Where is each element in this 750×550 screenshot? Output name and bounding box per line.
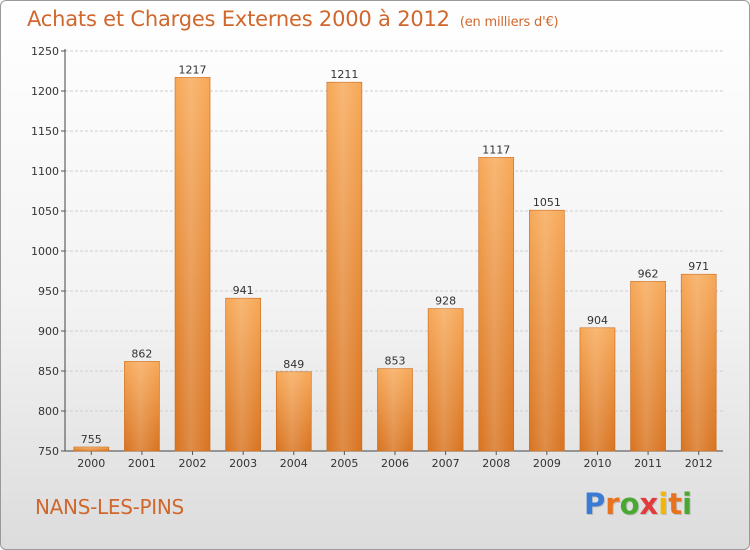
y-tick-label: 750 (38, 445, 59, 458)
data-label: 971 (688, 260, 709, 273)
logo-letter: t (668, 487, 683, 521)
bar-highlight (73, 447, 109, 451)
logo-letter: i (682, 487, 693, 521)
y-tick-label: 1000 (31, 245, 59, 258)
x-tick-label: 2004 (280, 457, 308, 470)
logo-letter: i (658, 487, 669, 521)
x-tick-label: 2000 (77, 457, 105, 470)
logo-letter: r (605, 487, 620, 521)
bar-highlight (175, 77, 211, 452)
y-tick-label: 1050 (31, 205, 59, 218)
x-tick-label: 2007 (432, 457, 460, 470)
chart-unit: (en milliers d'€) (459, 15, 559, 30)
x-tick-label: 2009 (533, 457, 561, 470)
data-label: 1217 (179, 63, 207, 76)
y-tick-label: 1100 (31, 165, 59, 178)
x-tick-label: 2003 (229, 457, 257, 470)
data-label: 853 (385, 355, 406, 368)
logo-letter: x (639, 487, 659, 521)
y-tick-label: 800 (38, 405, 59, 418)
data-label: 904 (587, 314, 608, 327)
y-tick-label: 1200 (31, 85, 59, 98)
y-tick-label: 1250 (31, 45, 59, 58)
bar-highlight (124, 361, 160, 451)
bar-highlight (478, 157, 514, 451)
x-tick-label: 2010 (583, 457, 611, 470)
bar-highlight (579, 327, 615, 451)
data-label: 941 (233, 284, 254, 297)
data-label: 1211 (330, 68, 358, 81)
x-tick-label: 2011 (634, 457, 662, 470)
y-tick-label: 900 (38, 325, 59, 338)
data-label: 862 (131, 347, 152, 360)
x-tick-label: 2006 (381, 457, 409, 470)
y-tick-label: 1150 (31, 125, 59, 138)
data-label: 849 (283, 358, 304, 371)
x-tick-label: 2005 (330, 457, 358, 470)
logo-letter: o (619, 487, 640, 521)
logo-letter: P (584, 487, 606, 521)
bar-highlight (326, 82, 362, 451)
x-tick-label: 2012 (685, 457, 713, 470)
bars (73, 77, 717, 452)
place-name: NANS-LES-PINS (35, 495, 184, 519)
x-tick-label: 2001 (128, 457, 156, 470)
proxiti-logo: Proxiti (584, 487, 692, 521)
chart-title-text: Achats et Charges Externes 2000 à 2012 (27, 7, 450, 31)
y-tick-label: 950 (38, 285, 59, 298)
bar-highlight (428, 308, 464, 451)
bar-highlight (276, 371, 312, 451)
labels: 750 800 850 900 950 1000 1050 1100 1150 1200 1250 7… (31, 45, 713, 470)
y-tick-label: 850 (38, 365, 59, 378)
data-label: 928 (435, 295, 456, 308)
bar-highlight (681, 274, 717, 451)
data-label: 1117 (482, 143, 510, 156)
bar-highlight (225, 298, 261, 451)
bar-highlight (377, 368, 413, 451)
bar-highlight (529, 210, 565, 451)
x-tick-label: 2008 (482, 457, 510, 470)
x-tick-label: 2002 (179, 457, 207, 470)
data-label: 1051 (533, 196, 561, 209)
chart-title: Achats et Charges Externes 2000 à 2012 (e… (27, 7, 559, 31)
bar-highlight (630, 281, 666, 451)
data-label: 755 (81, 433, 102, 446)
data-label: 962 (638, 267, 659, 280)
